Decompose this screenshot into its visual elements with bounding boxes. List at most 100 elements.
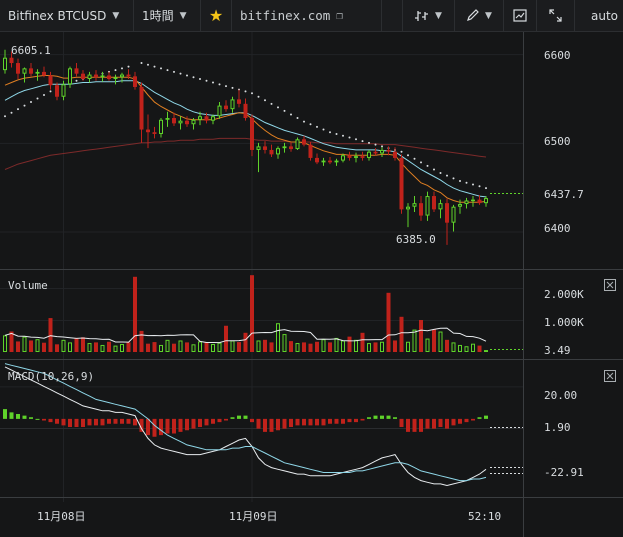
candle-body bbox=[406, 206, 410, 210]
volume-pane[interactable] bbox=[3, 275, 488, 353]
macd-tick: 20.00 bbox=[544, 389, 577, 402]
macd-histogram-bar bbox=[9, 412, 14, 419]
macd-histogram-bar bbox=[328, 418, 332, 424]
favorite-button[interactable]: ★ bbox=[201, 0, 232, 31]
sar-dot bbox=[335, 132, 338, 135]
candle-body bbox=[211, 116, 215, 121]
sar-dot bbox=[218, 83, 221, 86]
price-tick: 6600 bbox=[544, 49, 571, 62]
sar-dot bbox=[114, 69, 117, 72]
macd-pane[interactable] bbox=[0, 363, 523, 487]
macd-histogram-bar bbox=[243, 415, 248, 419]
candle-body bbox=[458, 204, 462, 207]
macd-histogram-bar bbox=[282, 418, 287, 429]
candle-body bbox=[61, 84, 66, 97]
candle-body bbox=[16, 63, 20, 74]
time-axis[interactable]: 11月08日 11月09日 52:10 bbox=[37, 510, 501, 523]
sar-dot bbox=[400, 150, 403, 153]
candle-body bbox=[87, 74, 92, 79]
star-icon: ★ bbox=[208, 6, 224, 25]
candle-body bbox=[22, 68, 27, 74]
sar-dot bbox=[257, 95, 260, 98]
macd-histogram-bar bbox=[94, 418, 98, 426]
volume-bar bbox=[367, 343, 371, 353]
sar-dot bbox=[160, 67, 162, 70]
pane-dividers[interactable] bbox=[0, 32, 623, 537]
candle-body bbox=[146, 129, 150, 133]
sar-dot bbox=[43, 93, 45, 96]
site-link[interactable]: bitfinex.com ❐ bbox=[232, 0, 382, 31]
macd-histogram-bar bbox=[445, 418, 449, 429]
macd-histogram-bar bbox=[159, 418, 163, 436]
volume-bar bbox=[386, 292, 391, 352]
sar-dot bbox=[4, 115, 6, 118]
volume-bar bbox=[224, 325, 228, 352]
scale-mode-button[interactable]: auto bbox=[575, 0, 623, 31]
candle-body bbox=[55, 85, 59, 97]
macd-histogram-bar bbox=[250, 418, 254, 423]
site-label: bitfinex.com bbox=[240, 8, 331, 23]
volume-bar bbox=[165, 339, 170, 352]
sar-dot bbox=[199, 78, 201, 80]
symbol-selector[interactable]: Bitfinex BTCUSD ▼ bbox=[0, 0, 134, 31]
sar-dot bbox=[277, 106, 279, 109]
candle-body bbox=[224, 105, 228, 110]
macd-histogram-bar bbox=[16, 414, 20, 419]
macd-histogram-bar bbox=[230, 417, 235, 419]
sar-dot bbox=[173, 70, 175, 73]
screenshot-button[interactable] bbox=[504, 0, 537, 31]
macd-histogram-bar bbox=[341, 418, 345, 424]
macd-histogram-bar bbox=[237, 415, 241, 419]
sar-dot bbox=[140, 62, 143, 65]
volume-bar bbox=[412, 329, 417, 353]
sar-dot bbox=[459, 179, 461, 182]
sar-dot bbox=[225, 85, 227, 88]
volume-bar bbox=[380, 341, 384, 353]
chart-area[interactable]: 6600 6500 6400 6437.7 6605.1 6385.0 Volu… bbox=[0, 32, 623, 537]
volume-bar bbox=[211, 344, 215, 352]
grid bbox=[0, 32, 523, 502]
candle-body bbox=[113, 77, 118, 79]
candle-body bbox=[29, 68, 33, 74]
macd-histogram-bar bbox=[74, 418, 79, 427]
sar-dot bbox=[179, 72, 182, 75]
macd-histogram-bar bbox=[321, 418, 326, 426]
candle-body bbox=[178, 120, 183, 124]
macd-line bbox=[4, 366, 487, 487]
volume-bar bbox=[425, 338, 430, 352]
macd-histogram-bar bbox=[126, 418, 131, 424]
volume-bar bbox=[276, 323, 280, 353]
macd-signal-line bbox=[4, 363, 487, 482]
volume-bar bbox=[302, 342, 306, 352]
volume-bar bbox=[347, 336, 352, 352]
candle-body bbox=[321, 160, 326, 163]
interval-selector[interactable]: 1時間 ▼ bbox=[134, 0, 201, 31]
volume-bar bbox=[159, 344, 163, 352]
candle-type-button[interactable]: ▼ bbox=[403, 0, 455, 31]
drawing-tool-button[interactable]: ▼ bbox=[455, 0, 504, 31]
volume-close-button[interactable] bbox=[604, 279, 616, 291]
volume-bar bbox=[185, 342, 189, 352]
candle-body bbox=[94, 74, 98, 78]
sar-dot bbox=[329, 131, 331, 134]
countdown-label: 52:10 bbox=[468, 510, 501, 523]
macd-histogram bbox=[3, 409, 488, 437]
sar-dot bbox=[17, 108, 19, 111]
volume-bar bbox=[113, 345, 118, 353]
candle-body bbox=[477, 199, 482, 204]
price-pane[interactable] bbox=[3, 49, 488, 245]
sar-dot bbox=[186, 74, 188, 77]
macd-histogram-bar bbox=[484, 415, 488, 419]
macd-histogram-bar bbox=[289, 418, 293, 427]
volume-title: Volume bbox=[8, 279, 48, 292]
volume-bar bbox=[321, 339, 326, 353]
macd-close-button[interactable] bbox=[604, 370, 616, 382]
fullscreen-button[interactable] bbox=[537, 0, 575, 31]
sar-dot bbox=[212, 81, 214, 84]
volume-bar bbox=[152, 342, 157, 352]
sar-dot bbox=[231, 86, 234, 89]
candle-body bbox=[425, 196, 430, 216]
macd-histogram-bar bbox=[217, 418, 222, 423]
volume-bar bbox=[120, 344, 124, 352]
price-axis[interactable]: 6600 6500 6400 6437.7 bbox=[490, 49, 584, 235]
